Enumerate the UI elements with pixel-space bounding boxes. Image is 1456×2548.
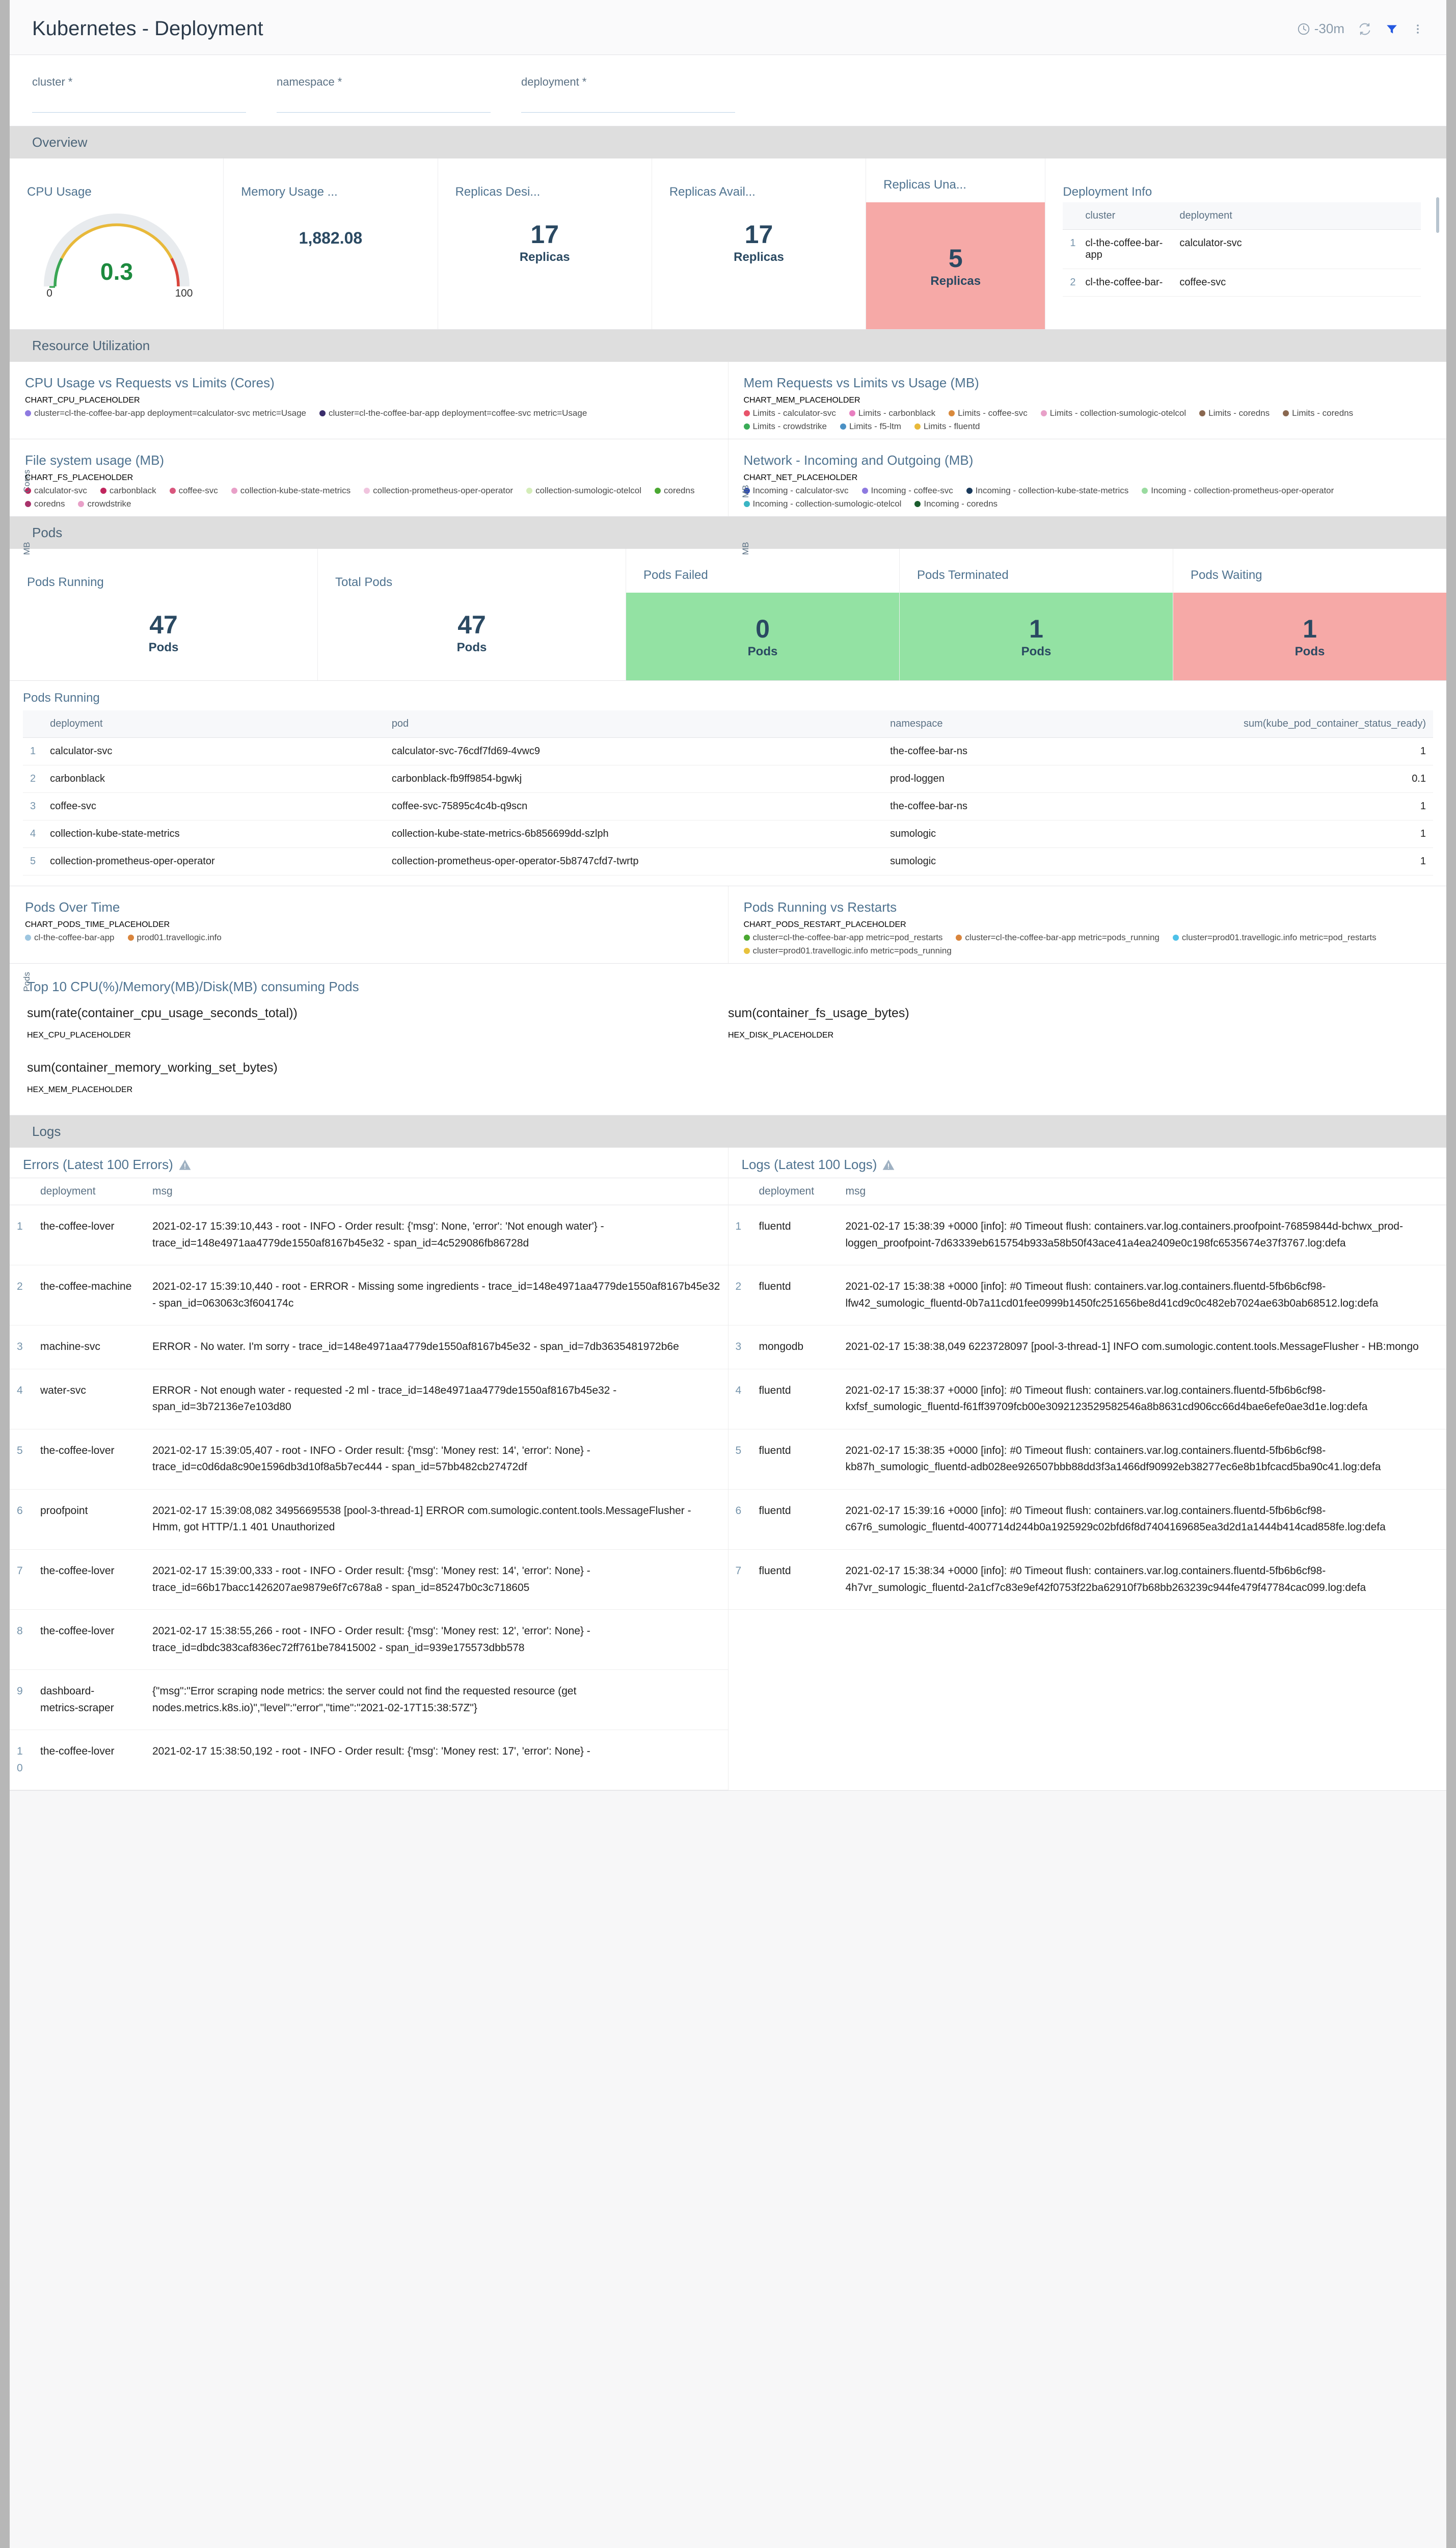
svg-text:100: 100	[175, 287, 193, 299]
svg-text:0: 0	[46, 287, 52, 299]
svg-text:0.3: 0.3	[100, 258, 133, 285]
